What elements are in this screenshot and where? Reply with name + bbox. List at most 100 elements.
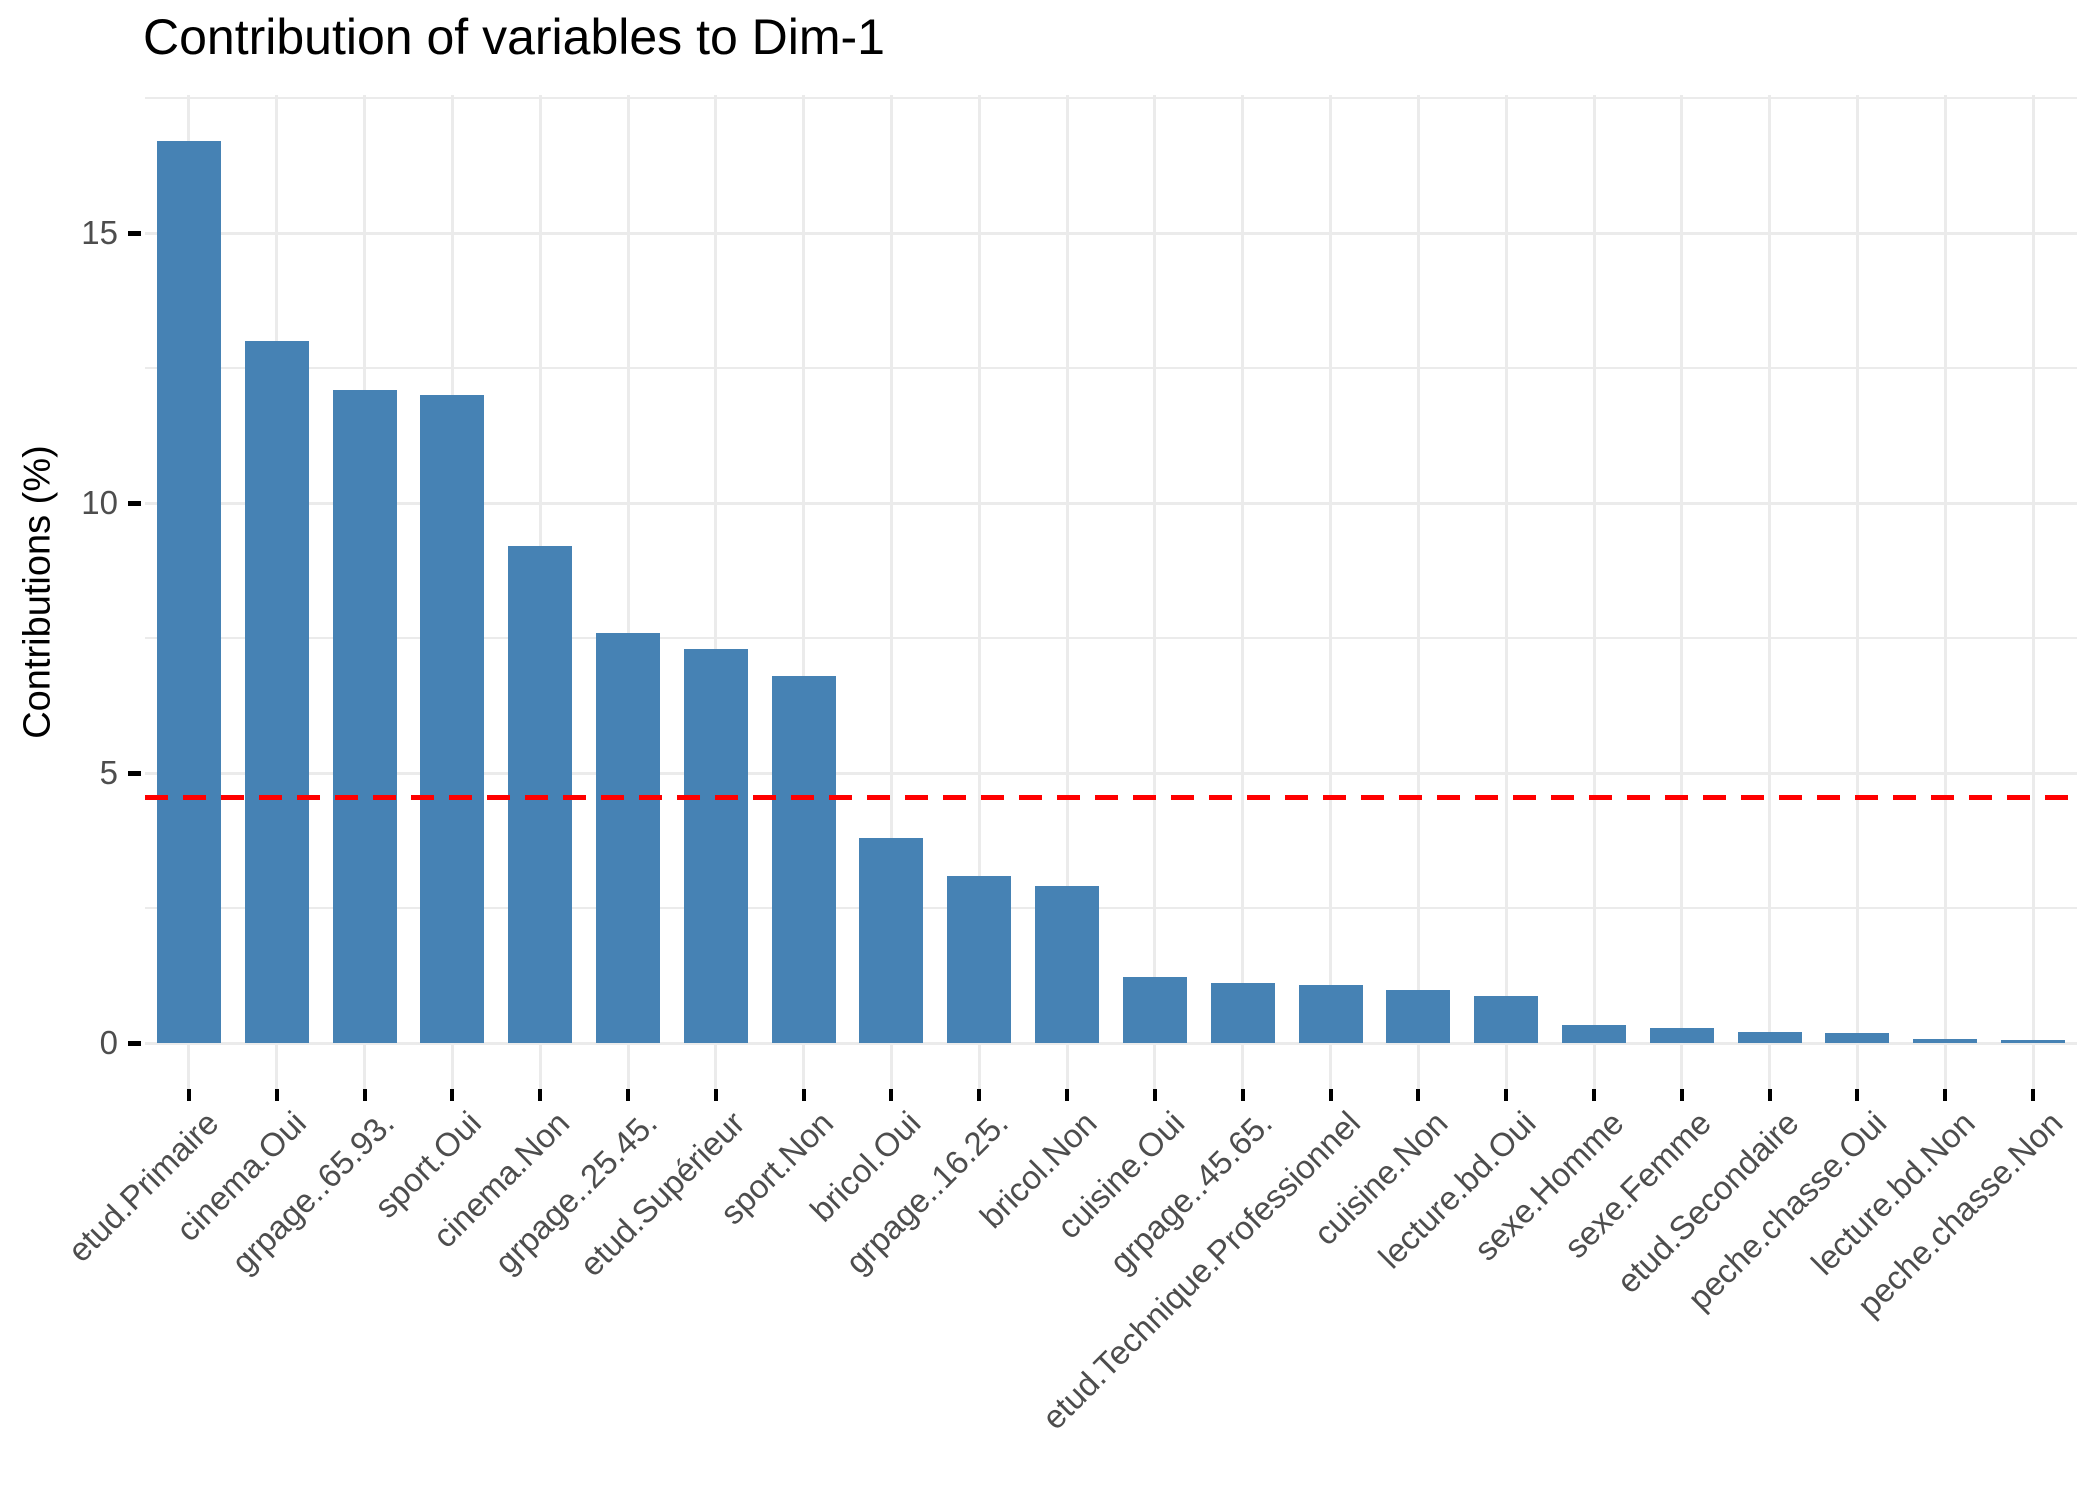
x-tick-mark bbox=[1767, 1089, 1772, 1101]
bar-grpage..65.93. bbox=[332, 390, 397, 1043]
bar-grpage..45.65. bbox=[1210, 983, 1275, 1043]
h-major-gridline bbox=[145, 502, 2077, 505]
x-gridline-stub bbox=[1504, 1045, 1508, 1089]
x-label-etud.Primaire: etud.Primaire bbox=[60, 1104, 226, 1269]
bar-sport.Non bbox=[771, 676, 836, 1043]
x-tick-mark bbox=[801, 1089, 806, 1101]
x-tick-mark bbox=[1240, 1089, 1245, 1101]
x-tick-mark bbox=[1328, 1089, 1333, 1101]
x-gridline-stub bbox=[1855, 1045, 1859, 1089]
x-tick-mark bbox=[889, 1089, 894, 1101]
x-tick-mark bbox=[1152, 1089, 1157, 1101]
v-gridline bbox=[1065, 95, 1069, 1089]
bar-lecture.bd.Non bbox=[1913, 1039, 1978, 1043]
v-gridline bbox=[1504, 95, 1508, 1089]
bar-sport.Oui bbox=[420, 395, 485, 1043]
v-gridline bbox=[977, 95, 981, 1089]
v-gridline bbox=[2031, 95, 2035, 1089]
x-gridline-stub bbox=[889, 1045, 893, 1089]
x-tick-mark bbox=[538, 1089, 543, 1101]
reference-line bbox=[145, 795, 2077, 801]
v-gridline bbox=[1943, 95, 1947, 1089]
bar-peche.chasse.Oui bbox=[1825, 1033, 1890, 1043]
x-tick-mark bbox=[1416, 1089, 1421, 1101]
bar-cuisine.Oui bbox=[1122, 977, 1187, 1043]
x-gridline-stub bbox=[363, 1045, 367, 1089]
x-gridline-stub bbox=[1329, 1045, 1333, 1089]
x-gridline-stub bbox=[450, 1045, 454, 1089]
x-tick-mark bbox=[362, 1089, 367, 1101]
x-gridline-stub bbox=[187, 1045, 191, 1089]
bar-etud.Primaire bbox=[156, 141, 221, 1043]
x-tick-mark bbox=[186, 1089, 191, 1101]
bar-etud.Supérieur bbox=[683, 649, 748, 1043]
y-tick-label: 0 bbox=[99, 1024, 118, 1061]
x-gridline-stub bbox=[1768, 1045, 1772, 1089]
x-gridline-stub bbox=[1153, 1045, 1157, 1089]
y-tick-mark bbox=[128, 501, 141, 506]
h-major-gridline bbox=[145, 772, 2077, 775]
x-gridline-stub bbox=[1680, 1045, 1684, 1089]
h-minor-gridline bbox=[145, 907, 2077, 909]
v-gridline bbox=[1768, 95, 1772, 1089]
chart-title: Contribution of variables to Dim-1 bbox=[143, 9, 885, 65]
y-tick-label: 5 bbox=[99, 754, 118, 791]
bar-cuisine.Non bbox=[1386, 990, 1451, 1043]
x-tick-mark bbox=[1943, 1089, 1948, 1101]
x-tick-mark bbox=[450, 1089, 455, 1101]
x-tick-mark bbox=[1679, 1089, 1684, 1101]
bar-grpage..16.25. bbox=[947, 876, 1012, 1043]
y-tick-label: 15 bbox=[81, 214, 118, 251]
v-gridline bbox=[626, 95, 630, 1089]
bar-etud.Secondaire bbox=[1737, 1032, 1802, 1043]
bar-grpage..25.45. bbox=[596, 633, 660, 1043]
x-tick-mark bbox=[2031, 1089, 2036, 1101]
x-label-etud.Technique.Professionnel: etud.Technique.Professionnel bbox=[1034, 1104, 1367, 1437]
x-gridline-stub bbox=[802, 1045, 806, 1089]
x-tick-mark bbox=[1504, 1089, 1509, 1101]
v-gridline bbox=[1241, 95, 1245, 1089]
x-tick-mark bbox=[713, 1089, 718, 1101]
bar-lecture.bd.Oui bbox=[1474, 996, 1539, 1043]
h-minor-gridline bbox=[145, 637, 2077, 639]
bar-etud.Technique.Professionnel bbox=[1298, 985, 1363, 1043]
x-gridline-stub bbox=[538, 1045, 542, 1089]
h-major-gridline bbox=[145, 232, 2077, 235]
h-major-gridline bbox=[145, 1042, 2077, 1045]
x-gridline-stub bbox=[2031, 1045, 2035, 1089]
v-gridline bbox=[714, 95, 718, 1089]
x-tick-mark bbox=[1592, 1089, 1596, 1101]
bar-peche.chasse.Non bbox=[2001, 1040, 2066, 1043]
bar-bricol.Oui bbox=[859, 838, 924, 1043]
x-gridline-stub bbox=[977, 1045, 981, 1089]
x-gridline-stub bbox=[1416, 1045, 1420, 1089]
v-gridline bbox=[1329, 95, 1333, 1089]
x-gridline-stub bbox=[714, 1045, 718, 1089]
x-gridline-stub bbox=[626, 1045, 630, 1089]
v-gridline bbox=[889, 95, 893, 1089]
y-tick-label: 10 bbox=[81, 484, 118, 521]
bar-cinema.Oui bbox=[244, 341, 309, 1043]
h-minor-gridline bbox=[145, 367, 2077, 369]
bar-sexe.Femme bbox=[1649, 1028, 1714, 1043]
x-gridline-stub bbox=[1241, 1045, 1245, 1089]
x-gridline-stub bbox=[1592, 1045, 1596, 1089]
v-gridline bbox=[1855, 95, 1859, 1089]
v-gridline bbox=[1592, 95, 1596, 1089]
x-gridline-stub bbox=[1065, 1045, 1069, 1089]
y-tick-mark bbox=[128, 231, 141, 236]
x-tick-mark bbox=[626, 1089, 630, 1101]
y-tick-mark bbox=[128, 771, 141, 776]
v-gridline bbox=[1153, 95, 1157, 1089]
x-tick-mark bbox=[1065, 1089, 1070, 1101]
v-gridline bbox=[1416, 95, 1420, 1089]
h-minor-gridline bbox=[145, 97, 2077, 99]
x-gridline-stub bbox=[1943, 1045, 1947, 1089]
x-tick-mark bbox=[977, 1089, 982, 1101]
bar-sexe.Homme bbox=[1562, 1025, 1626, 1043]
bar-bricol.Non bbox=[1035, 886, 1100, 1043]
bar-cinema.Non bbox=[508, 546, 573, 1043]
x-gridline-stub bbox=[275, 1045, 279, 1089]
x-tick-mark bbox=[1855, 1089, 1860, 1101]
